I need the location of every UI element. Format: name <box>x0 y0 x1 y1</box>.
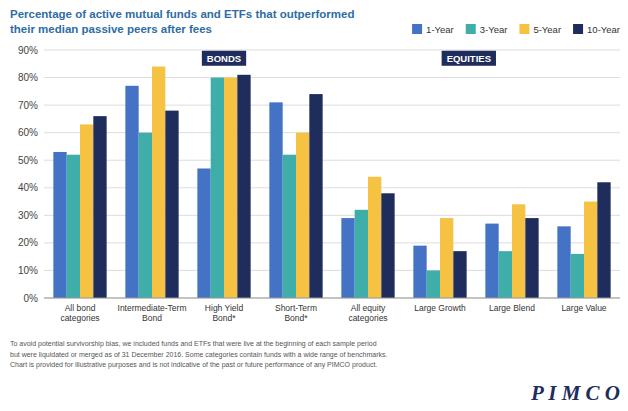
legend-label: 5-Year <box>533 24 561 35</box>
bar <box>584 202 597 298</box>
bar <box>67 155 80 298</box>
legend-label: 1-Year <box>426 24 454 35</box>
section-label-text: BONDS <box>207 53 241 64</box>
footnote: To avoid potential survivorship bias, we… <box>10 340 387 369</box>
x-tick-label: All equitycategories <box>348 303 387 323</box>
y-tick-label: 40% <box>18 182 38 193</box>
x-tick-label: High YieldBond* <box>205 303 244 323</box>
legend-label: 3-Year <box>480 24 508 35</box>
y-tick-label: 90% <box>18 45 38 56</box>
bar <box>499 251 512 298</box>
bar <box>269 102 282 298</box>
bar <box>440 218 453 298</box>
bar <box>355 210 368 298</box>
legend-swatch <box>412 24 422 34</box>
bar <box>525 218 538 298</box>
y-tick-label: 70% <box>18 100 38 111</box>
legend-swatch <box>466 24 476 34</box>
bar <box>453 251 466 298</box>
bar <box>237 75 250 298</box>
bar <box>413 246 426 298</box>
y-tick-label: 30% <box>18 210 38 221</box>
background <box>0 0 628 411</box>
grid-line <box>44 50 620 51</box>
x-axis <box>44 298 620 299</box>
section-label-box <box>202 51 246 66</box>
grid <box>44 50 620 298</box>
title: Percentage of active mutual funds and ET… <box>10 8 354 35</box>
bar <box>197 168 210 298</box>
legend-label: 10-Year <box>587 24 620 35</box>
section-label: EQUITIES <box>442 51 496 66</box>
bar <box>152 67 165 298</box>
x-tick-label: All bondcategories <box>60 303 99 323</box>
x-tick-label: Large Blend <box>489 303 535 313</box>
y-tick-label: 50% <box>18 155 38 166</box>
bar <box>341 218 354 298</box>
bar <box>597 182 610 298</box>
y-tick-label: 60% <box>18 127 38 138</box>
bar <box>125 86 138 298</box>
bar <box>368 177 381 298</box>
section-label-box <box>442 51 496 66</box>
section-label: BONDS <box>202 51 246 66</box>
legend-swatch <box>519 24 529 34</box>
legend: 10-Year 5-Year 3-Year 1-Year <box>412 24 620 35</box>
bar <box>93 116 106 298</box>
bar <box>309 94 322 298</box>
x-tick-label: Large Value <box>561 303 606 313</box>
bar <box>557 226 570 298</box>
logo-text: P I M C O <box>530 381 620 405</box>
section-label-text: EQUITIES <box>447 53 491 64</box>
bar <box>381 193 394 298</box>
bar <box>211 78 224 298</box>
bar <box>571 254 584 298</box>
bar <box>296 133 309 298</box>
chart: Percentage of active mutual funds and ET… <box>0 0 628 411</box>
x-tick-label: Short-TermBond* <box>275 303 317 323</box>
y-tick-label: 0% <box>24 293 39 304</box>
bar <box>283 155 296 298</box>
bar <box>485 224 498 298</box>
legend-swatch <box>573 24 583 34</box>
x-tick-label: Intermediate-TermBond <box>118 303 187 323</box>
y-tick-label: 80% <box>18 72 38 83</box>
bar <box>512 204 525 298</box>
bar <box>53 152 66 298</box>
x-tick-label: Large Growth <box>414 303 466 313</box>
bars <box>53 67 610 298</box>
bar <box>224 78 237 298</box>
bar <box>165 111 178 298</box>
bar <box>80 124 93 298</box>
grid-line <box>44 77 620 78</box>
y-tick-label: 20% <box>18 237 38 248</box>
bar <box>139 133 152 298</box>
y-tick-label: 10% <box>18 265 38 276</box>
bar <box>427 270 440 298</box>
grid-line <box>44 298 620 299</box>
